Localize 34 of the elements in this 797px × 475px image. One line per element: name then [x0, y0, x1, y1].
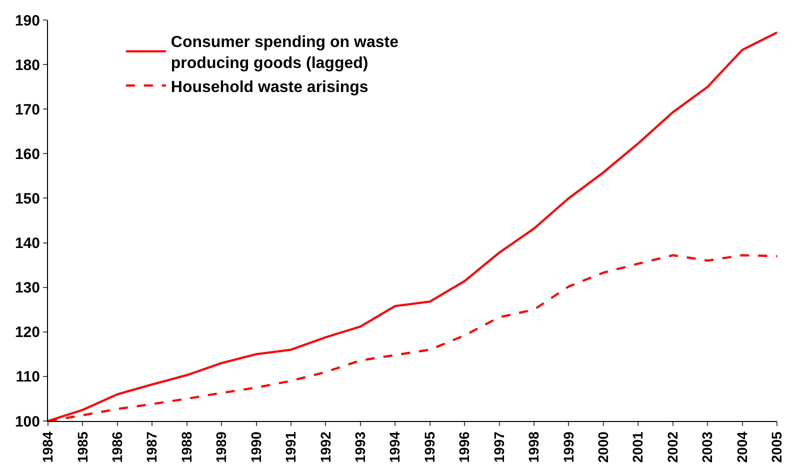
x-tick-label: 1997 [490, 431, 507, 463]
x-tick-label: 2001 [630, 431, 646, 463]
x-tick-label: 1992 [317, 431, 334, 463]
x-tick-label: 1993 [352, 431, 368, 463]
y-tick-label: 180 [14, 56, 40, 74]
y-tick-label: 100 [14, 413, 40, 430]
x-tick-label: 1990 [248, 431, 264, 463]
x-tick-label: 2004 [734, 431, 750, 463]
y-tick-label: 120 [14, 324, 40, 342]
x-tick-label: 1989 [213, 431, 230, 463]
x-tick-label: 1985 [74, 431, 90, 463]
x-tick-label: 2005 [768, 431, 785, 463]
y-tick-label: 130 [14, 280, 40, 297]
legend-label: Consumer spending on waste producing goods (lagged) [170, 34, 399, 72]
x-tick-label: 1984 [40, 431, 56, 463]
x-tick-label: 1994 [386, 431, 403, 463]
y-tick-label: 110 [16, 368, 40, 386]
x-tick-label: 1999 [560, 431, 576, 463]
x-tick-label: 1988 [178, 431, 194, 463]
x-tick-label: 1996 [456, 431, 472, 463]
x-tick-label: 1995 [421, 431, 438, 463]
x-tick-label: 1991 [282, 431, 299, 463]
y-tick-label: 150 [14, 190, 40, 208]
x-tick-label: 1986 [108, 431, 125, 463]
x-tick-label: 2003 [699, 431, 716, 463]
x-tick-label: 2002 [664, 431, 680, 463]
x-tick-label: 1987 [144, 431, 160, 463]
y-tick-label: 170 [14, 101, 40, 118]
y-tick-label: 190 [14, 12, 40, 30]
x-tick-label: 1998 [526, 431, 542, 463]
y-tick-label: 160 [14, 146, 40, 163]
y-tick-label: 140 [14, 235, 40, 252]
x-tick-label: 2000 [594, 431, 611, 463]
legend-label: Household waste arisings [170, 78, 368, 96]
